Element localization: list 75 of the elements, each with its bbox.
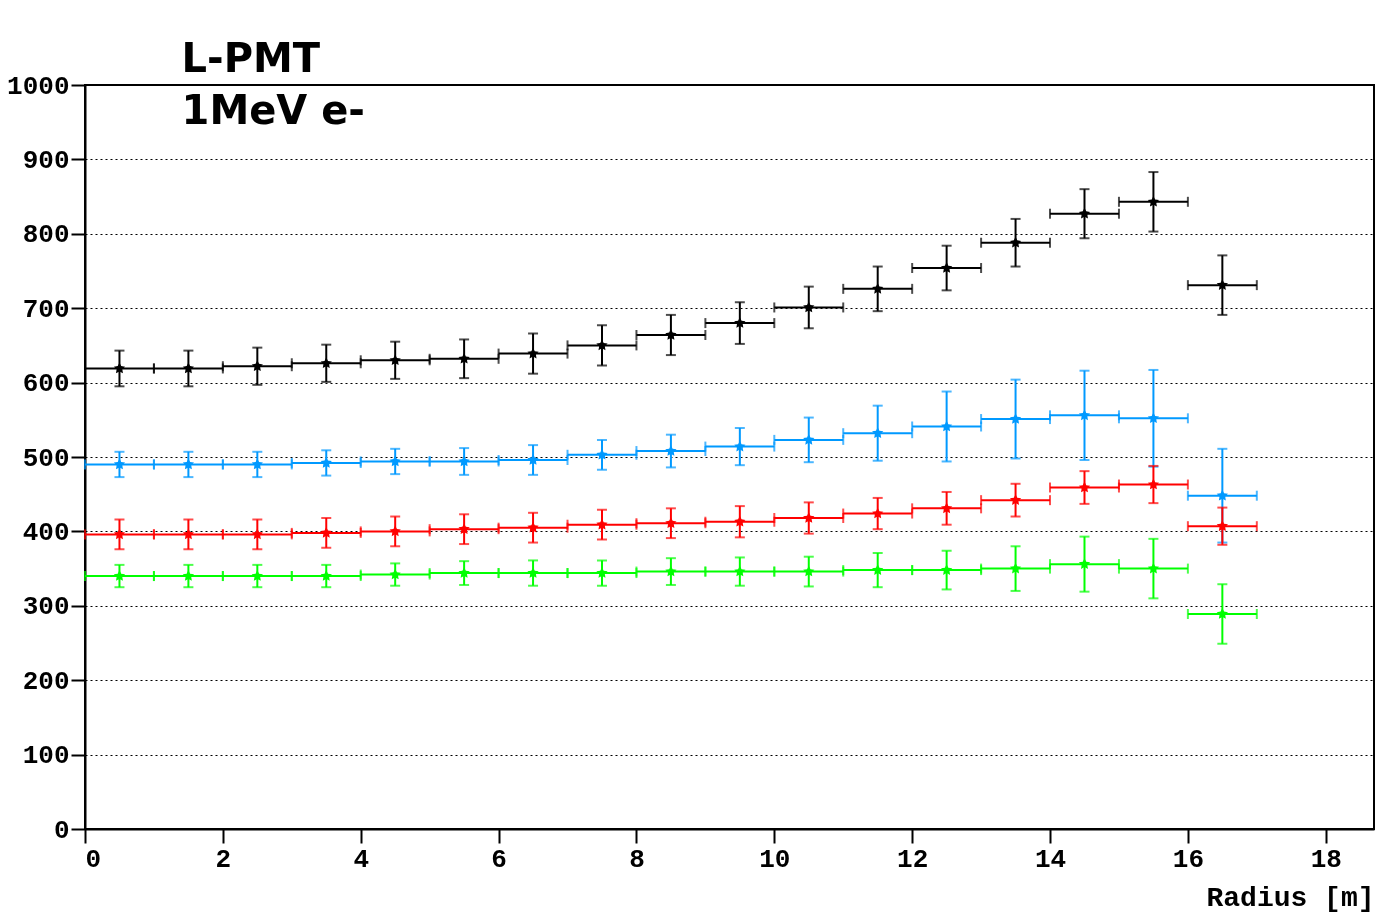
point: [734, 440, 746, 452]
point: [1078, 558, 1091, 569]
point: [182, 362, 195, 374]
point: [734, 565, 746, 577]
point: [251, 458, 263, 470]
point: [665, 565, 677, 577]
point: [458, 455, 470, 467]
point: [665, 517, 677, 529]
point: [1009, 494, 1022, 505]
point: [251, 360, 263, 372]
point: [872, 427, 884, 438]
x-tick-label: 0: [85, 844, 102, 875]
y-tick-label: 600: [22, 369, 70, 400]
x-tick-label: 16: [1172, 844, 1204, 875]
point: [803, 512, 815, 523]
point: [182, 570, 195, 581]
point: [458, 567, 470, 578]
y-tick-label: 100: [22, 741, 70, 772]
point: [803, 565, 815, 577]
point: [665, 445, 677, 456]
point: [941, 564, 953, 575]
point: [527, 454, 539, 465]
point: [389, 455, 401, 467]
x-tick-label: 10: [759, 844, 791, 875]
point: [389, 354, 401, 366]
point: [113, 458, 126, 470]
y-tick-label: 800: [22, 220, 70, 251]
point: [389, 568, 401, 580]
point: [872, 564, 884, 575]
point: [182, 528, 195, 540]
point: [803, 301, 815, 313]
y-tick-label: 900: [22, 145, 70, 176]
point: [458, 523, 470, 534]
point: [941, 262, 953, 273]
point: [872, 507, 884, 519]
point: [320, 457, 332, 468]
y-tick-label: 0: [53, 815, 70, 846]
point: [113, 570, 126, 581]
y-tick-label: 300: [22, 592, 70, 623]
y-tick-label: 500: [22, 443, 70, 474]
y-tick-label: 1000: [7, 71, 70, 102]
x-tick-label: 14: [1034, 844, 1067, 875]
point: [251, 570, 263, 581]
point: [665, 329, 677, 340]
point: [113, 362, 126, 374]
point: [1078, 409, 1091, 421]
x-tick-label: 8: [629, 844, 645, 875]
point: [113, 528, 126, 540]
y-tick-label: 200: [22, 666, 70, 697]
point: [941, 420, 953, 432]
x-axis-title: Radius [m]: [1206, 882, 1375, 914]
y-tick-label: 400: [22, 517, 70, 548]
point: [1147, 478, 1160, 490]
point: [320, 570, 332, 581]
y-tick-label: 700: [22, 294, 70, 325]
x-tick-label: 6: [491, 844, 507, 875]
x-tick-label: 2: [215, 844, 232, 875]
point: [182, 458, 195, 470]
point: [734, 515, 746, 527]
point: [527, 567, 539, 578]
x-tick-label: 12: [897, 844, 929, 875]
point: [1216, 279, 1228, 290]
point: [251, 528, 263, 540]
point: [1216, 520, 1228, 531]
point: [1216, 608, 1228, 619]
point: [1216, 489, 1228, 501]
point: [1009, 413, 1022, 424]
point: [389, 525, 401, 537]
x-tick-label: 4: [353, 844, 370, 875]
chart-title: L-PMT 1MeV e-: [181, 35, 365, 133]
point: [1147, 412, 1160, 424]
x-tick-label: 18: [1310, 844, 1342, 875]
point: [320, 357, 332, 369]
point: [941, 502, 953, 514]
point: [734, 317, 746, 328]
